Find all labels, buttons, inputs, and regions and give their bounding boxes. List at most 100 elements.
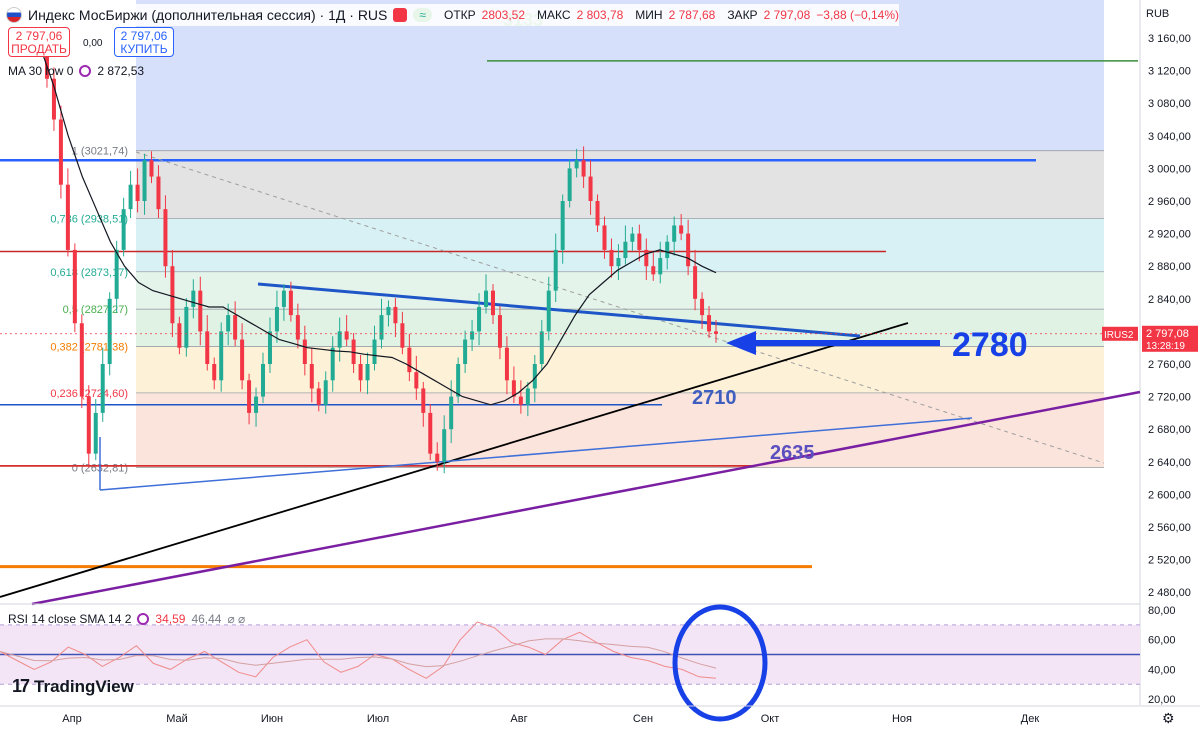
candle-body xyxy=(184,306,189,348)
ma30-line xyxy=(39,45,717,406)
symbol-tag-bg xyxy=(1102,326,1138,341)
russia-flag-icon xyxy=(6,7,22,23)
x-tick-label: Май xyxy=(166,713,188,725)
y-tick-label: 2 680,00 xyxy=(1148,424,1191,436)
rsi-sma-line xyxy=(0,638,717,669)
y-tick-label: 2 600,00 xyxy=(1148,489,1191,501)
ma-value: 2 872,53 xyxy=(97,64,145,78)
sell-button[interactable]: 2 797,06 ПРОДАТЬ xyxy=(8,27,70,57)
y-tick-label: 2 960,00 xyxy=(1148,196,1191,208)
currency-label[interactable]: RUB xyxy=(1146,8,1170,20)
candle-body xyxy=(588,176,593,201)
candle-body xyxy=(595,201,600,226)
candle-body xyxy=(337,331,342,348)
candle-body xyxy=(351,339,356,364)
symbol-title[interactable]: Индекс МосБиржи (дополнительная сессия) … xyxy=(28,7,388,23)
candle-body xyxy=(156,176,161,210)
candle-body xyxy=(672,225,677,242)
indicator-settings-icon[interactable] xyxy=(79,65,92,77)
purple-support-trendline xyxy=(31,390,1141,606)
candle-body xyxy=(372,339,377,364)
rsi-settings-icon[interactable] xyxy=(137,613,150,625)
x-tick-label: Ноя xyxy=(892,713,912,725)
candle-body xyxy=(135,184,140,201)
x-tick-label: Авг xyxy=(510,713,527,725)
candle-body xyxy=(212,364,217,381)
rsi-axis-label: 20,00 xyxy=(1148,694,1176,706)
candle-body xyxy=(323,380,328,405)
candle-body xyxy=(707,315,712,332)
ma-label: MA 30 low 0 xyxy=(8,64,74,78)
sell-price: 2 797,06 xyxy=(15,29,63,43)
candle-body xyxy=(428,412,433,454)
candle-body xyxy=(58,119,63,185)
ma-legend[interactable]: MA 30 low 0 2 872,53 xyxy=(8,64,144,78)
candle-body xyxy=(477,306,482,332)
candle-body xyxy=(254,396,259,413)
candle-body xyxy=(602,225,607,250)
rsi-label: RSI 14 close SMA 14 2 xyxy=(8,612,132,626)
low-label: МИН xyxy=(635,8,663,22)
candle-body xyxy=(609,249,614,267)
candle-body xyxy=(386,306,391,316)
candle-body xyxy=(267,331,272,364)
x-tick-label: Сен xyxy=(633,713,653,725)
high-label: МАКС xyxy=(537,8,571,22)
candle-body xyxy=(379,315,384,340)
open-value: 2803,52 xyxy=(481,8,526,22)
fib-label: 0,786 (2938,51) xyxy=(50,214,128,226)
y-tick-label: 2 640,00 xyxy=(1148,457,1191,469)
rsi-highlight-circle xyxy=(672,604,768,722)
candle-body xyxy=(205,331,210,364)
candle-body xyxy=(574,160,579,169)
candle-body xyxy=(51,78,56,120)
candle-body xyxy=(233,315,238,340)
blue-lower-trendline xyxy=(99,417,973,491)
fib-label: 1 (3021,74) xyxy=(72,146,128,158)
candle-body xyxy=(484,290,489,307)
change-value: −3,88 (−0,14%) xyxy=(816,8,900,22)
candle-body xyxy=(560,201,565,250)
tradingview-logo: 17 TradingView xyxy=(12,676,134,697)
candle-body xyxy=(295,315,300,340)
candle-body xyxy=(44,46,49,79)
candle-body xyxy=(365,364,370,381)
brand-name: TradingView xyxy=(34,676,134,696)
y-tick-label: 2 720,00 xyxy=(1148,392,1191,404)
candle-body xyxy=(665,241,670,259)
annotation-arrow-head xyxy=(726,331,756,355)
candle-body xyxy=(637,233,642,250)
candle-body xyxy=(679,225,684,234)
symbol-tag: IRUS2 xyxy=(1104,330,1134,341)
candle-body xyxy=(309,364,314,389)
candle-body xyxy=(274,306,279,332)
candle-body xyxy=(651,266,656,275)
buy-button[interactable]: 2 797,06 КУПИТЬ xyxy=(114,27,174,57)
settings-gear-icon[interactable]: ⚙ xyxy=(1162,710,1175,726)
y-tick-label: 2 520,00 xyxy=(1148,555,1191,567)
rsi-axis-label: 60,00 xyxy=(1148,635,1176,647)
candle-body xyxy=(456,364,461,397)
rsi-axis-label: 40,00 xyxy=(1148,664,1176,676)
candle-body xyxy=(316,388,321,405)
fib-zone xyxy=(136,271,1104,310)
candle-body xyxy=(114,249,119,299)
high-value: 2 803,78 xyxy=(576,8,624,22)
candle-body xyxy=(226,315,231,332)
y-tick-label: 2 920,00 xyxy=(1148,229,1191,241)
rsi-axis-label: 80,00 xyxy=(1148,605,1176,617)
rsi-legend[interactable]: RSI 14 close SMA 14 2 34,59 46,44 ⌀ ⌀ xyxy=(8,612,245,626)
candle-body xyxy=(553,249,558,291)
candle-body xyxy=(128,184,133,210)
alert-icon[interactable] xyxy=(393,8,408,22)
y-tick-label: 2 840,00 xyxy=(1148,294,1191,306)
candle-body xyxy=(693,266,698,299)
candle-body xyxy=(449,396,454,430)
candle-body xyxy=(219,331,224,381)
candle-body xyxy=(330,347,335,381)
candle-body xyxy=(344,331,349,340)
candle-body xyxy=(714,331,718,334)
x-tick-label: Окт xyxy=(761,713,780,725)
candle-body xyxy=(93,412,98,454)
